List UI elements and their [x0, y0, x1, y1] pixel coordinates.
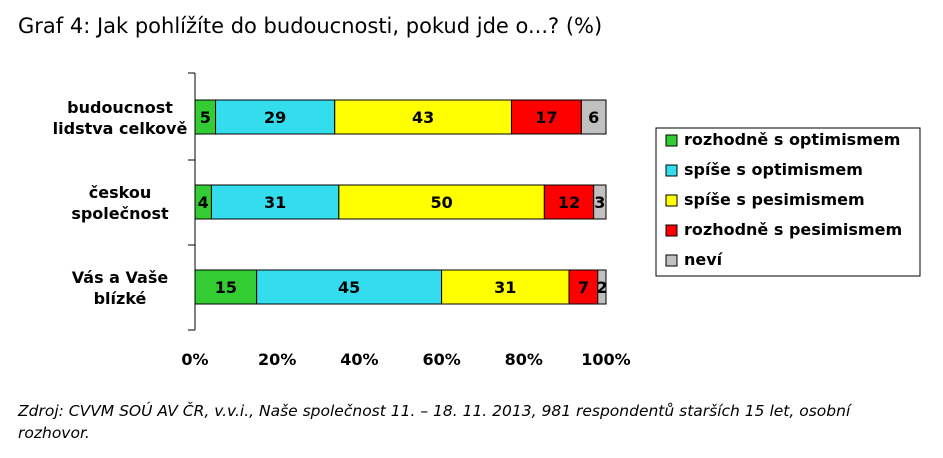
legend-swatch: [665, 164, 678, 177]
bar-segment: [568, 269, 599, 305]
bar-segment: [194, 269, 258, 305]
legend-item-label: rozhodně s pesimismem: [684, 220, 902, 239]
x-tick-label: 20%: [258, 350, 296, 369]
bar-value-label: 4: [198, 193, 209, 212]
bar-segment: [338, 184, 545, 220]
bar-value-label: 50: [430, 193, 452, 212]
x-tick-label: 80%: [505, 350, 543, 369]
source-note: Zdroj: CVVM SOÚ AV ČR, v.v.i., Naše spol…: [18, 402, 851, 443]
bars-layer: 5 29 43 17 6 4 31 50 12 3 15 45 31 7 2: [194, 99, 607, 305]
bar-value-label: 29: [264, 108, 286, 127]
legend: rozhodně s optimismem spíše s optimismem s…: [655, 127, 921, 277]
x-tick-label: 0%: [181, 350, 208, 369]
x-tick-label: 60%: [422, 350, 460, 369]
legend-swatch: [665, 134, 678, 147]
legend-swatch: [665, 194, 678, 207]
bar-segment: [510, 99, 582, 135]
category-label: budoucnost lidstva celkově: [53, 98, 188, 138]
legend-item-label: rozhodně s optimismem: [684, 130, 900, 149]
legend-item-label: neví: [684, 250, 724, 269]
x-tick-label: 100%: [581, 350, 630, 369]
bar-value-label: 2: [596, 278, 607, 297]
bar-value-label: 12: [558, 193, 580, 212]
legend-swatch: [665, 224, 678, 237]
bar-segment: [215, 99, 336, 135]
category-label: Vás a Vaše blízké: [72, 268, 169, 308]
bar-value-label: 15: [215, 278, 237, 297]
bar-segment: [593, 184, 607, 220]
legend-swatch: [665, 254, 678, 267]
category-label: českou společnost: [71, 183, 169, 223]
bar-value-label: 3: [594, 193, 605, 212]
bar-segment: [543, 184, 595, 220]
legend-item-label: spíše s pesimismem: [684, 190, 865, 209]
bar-value-label: 31: [264, 193, 286, 212]
axis-layer: 0% 20% 40% 60% 80% 100% budoucnost lidstva celk…: [53, 72, 631, 369]
bar-value-label: 17: [535, 108, 557, 127]
x-tick-label: 40%: [340, 350, 378, 369]
bar-segment: [441, 269, 570, 305]
bar-value-label: 43: [412, 108, 434, 127]
bar-segment: [256, 269, 443, 305]
bar-value-label: 5: [200, 108, 211, 127]
legend-item-label: spíše s optimismem: [684, 160, 863, 179]
bar-value-label: 6: [588, 108, 599, 127]
chart-title: Graf 4: Jak pohlížíte do budoucnosti, po…: [18, 14, 603, 38]
legend-box: [655, 127, 921, 277]
bar-segment: [597, 269, 607, 305]
bar-value-label: 7: [578, 278, 589, 297]
bar-segment: [580, 99, 607, 135]
bar-value-label: 31: [494, 278, 516, 297]
bar-value-label: 45: [338, 278, 360, 297]
bar-segment: [210, 184, 340, 220]
